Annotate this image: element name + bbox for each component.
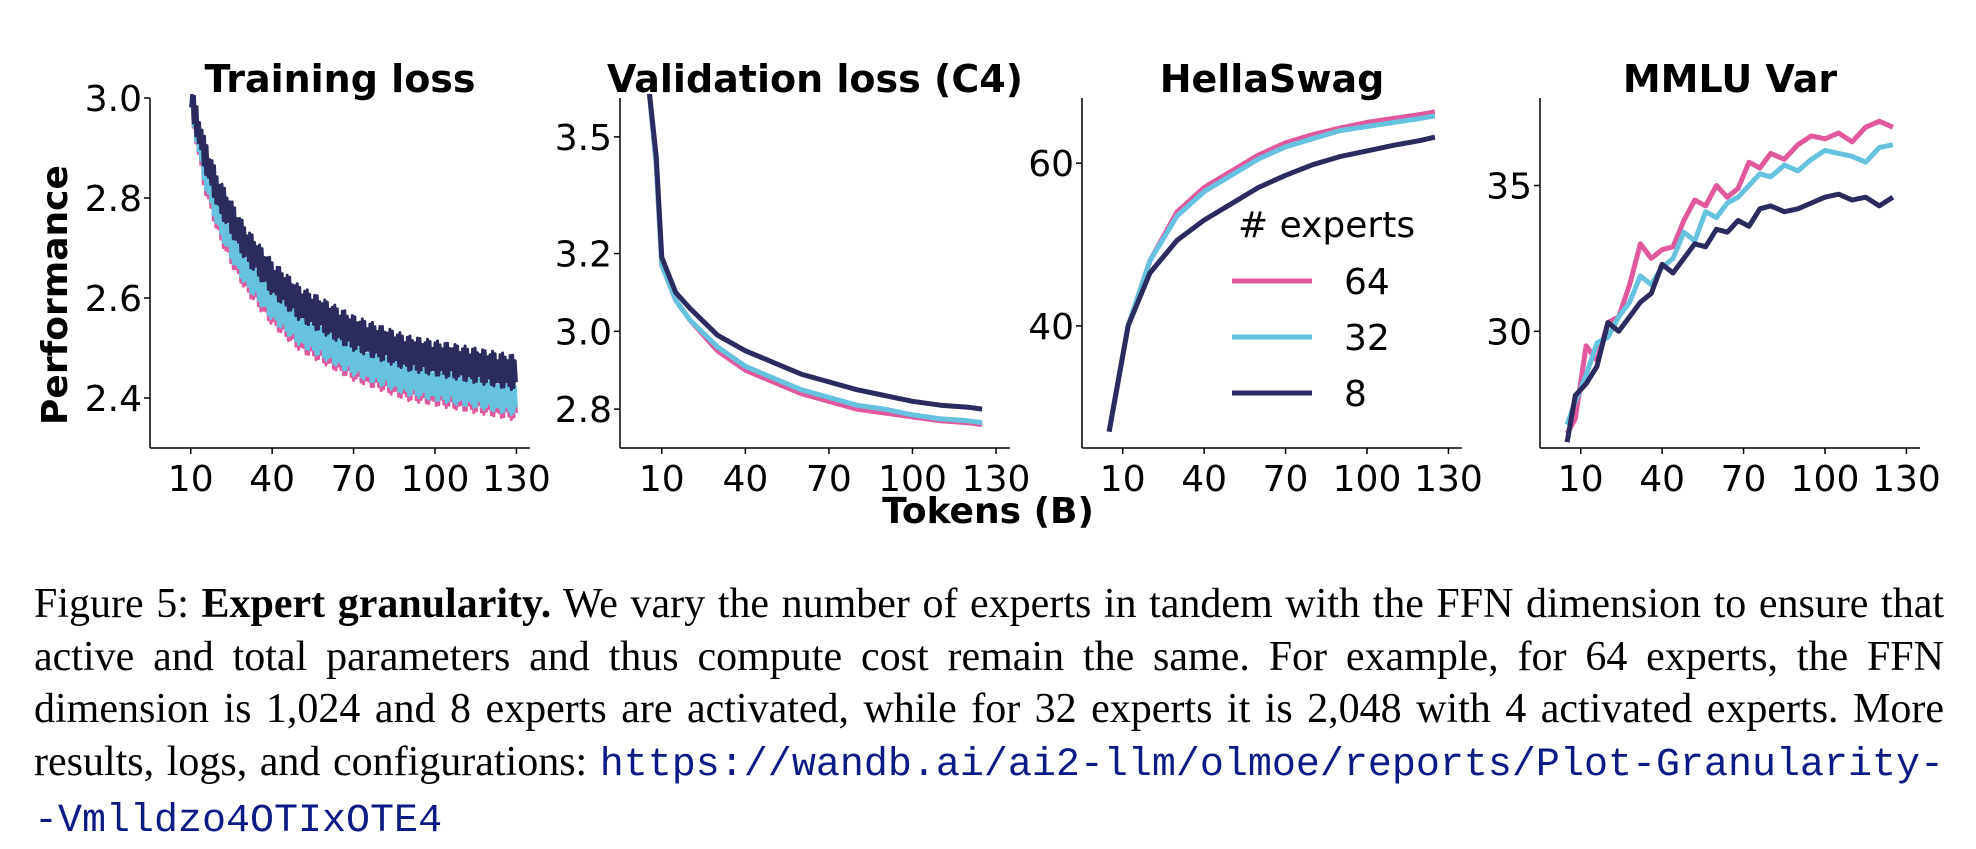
- caption-bold: Expert granularity.: [201, 581, 552, 627]
- x-tick-label: 130: [962, 459, 1031, 500]
- caption-text: We vary the number of experts in tandem …: [34, 581, 1944, 785]
- x-tick-label: 130: [482, 459, 551, 500]
- series-line-32: [189, 94, 518, 417]
- figure-panels: Performance Tokens (B) Training loss 10 40…: [35, 57, 1941, 532]
- legend-title: # experts: [1238, 205, 1415, 246]
- panel-title: MMLU Var: [1623, 57, 1838, 101]
- x-tick-label: 70: [1263, 459, 1309, 500]
- y-tick-label: 30: [1486, 312, 1532, 353]
- x-tick-label: 40: [1181, 459, 1227, 500]
- y-tick-label: 2.6: [85, 279, 142, 320]
- x-tick-label: 40: [722, 459, 768, 500]
- series-line-8: [1564, 191, 1895, 443]
- x-tick-label: 130: [1872, 459, 1941, 500]
- panel-title: Training loss: [204, 57, 475, 101]
- legend-label-64: 64: [1344, 262, 1390, 303]
- x-tick-label: 70: [1721, 459, 1767, 500]
- series-line-32: [1106, 113, 1436, 433]
- x-tick-label: 130: [1414, 459, 1483, 500]
- caption-label: Figure 5:: [34, 581, 189, 627]
- series-line-8: [647, 94, 983, 412]
- series-group: [1564, 118, 1895, 443]
- y-tick-label: 3.0: [555, 312, 612, 353]
- series-line-8: [189, 94, 518, 392]
- panel-3: HellaSwag 10 40 70 100 130 40 60: [1028, 57, 1483, 500]
- series-line-64: [1564, 118, 1894, 435]
- series-group: [1106, 109, 1436, 433]
- y-tick-label: 2.8: [555, 390, 612, 431]
- series-group: [189, 94, 518, 422]
- panel-1: Training loss 10 40 70 100 130 2.4 2.6 2.8 3.0: [85, 57, 551, 500]
- panel-2: Validation loss (C4) 10 40 70 100 130 2.8 3.0 3.…: [555, 57, 1031, 500]
- x-tick-label: 100: [878, 459, 947, 500]
- legend-label-8: 8: [1344, 374, 1367, 415]
- legend: # experts 64 32 8: [1232, 205, 1415, 415]
- series-line-32: [646, 94, 983, 426]
- y-tick-label: 2.4: [85, 379, 142, 420]
- x-tick-label: 100: [1333, 459, 1402, 500]
- y-tick-label: 3.0: [85, 79, 142, 120]
- x-tick-label: 100: [1791, 459, 1860, 500]
- x-tick-label: 70: [806, 459, 852, 500]
- x-tick-label: 40: [249, 459, 295, 500]
- series-group: [646, 94, 983, 428]
- legend-label-32: 32: [1344, 318, 1390, 359]
- panel-4: MMLU Var 10 40 70 100 130 30 35: [1486, 57, 1941, 500]
- x-tick-label: 10: [1558, 459, 1604, 500]
- panel-title: Validation loss (C4): [607, 57, 1023, 101]
- x-tick-label: 100: [401, 459, 470, 500]
- panel-title: HellaSwag: [1160, 57, 1385, 101]
- y-tick-label: 35: [1486, 167, 1532, 208]
- y-axis-label: Performance: [35, 165, 76, 425]
- y-tick-label: 40: [1028, 307, 1074, 348]
- y-tick-label: 2.8: [85, 179, 142, 220]
- caption-link[interactable]: https://wandb.ai/ai2-llm/olmoe/reports/P…: [34, 742, 1944, 845]
- x-tick-label: 10: [639, 459, 685, 500]
- series-line-64: [646, 94, 983, 428]
- series-line-8: [1106, 134, 1436, 433]
- x-tick-label: 40: [1639, 459, 1685, 500]
- y-tick-label: 60: [1028, 144, 1074, 185]
- y-tick-label: 3.5: [555, 118, 612, 159]
- series-line-32: [1564, 142, 1894, 426]
- x-tick-label: 10: [1100, 459, 1146, 500]
- x-tick-label: 10: [168, 459, 214, 500]
- x-tick-label: 70: [331, 459, 377, 500]
- y-tick-label: 3.2: [555, 235, 612, 276]
- figure-caption: Figure 5: Expert granularity. We vary th…: [34, 578, 1944, 849]
- x-axis-label: Tokens (B): [882, 491, 1094, 532]
